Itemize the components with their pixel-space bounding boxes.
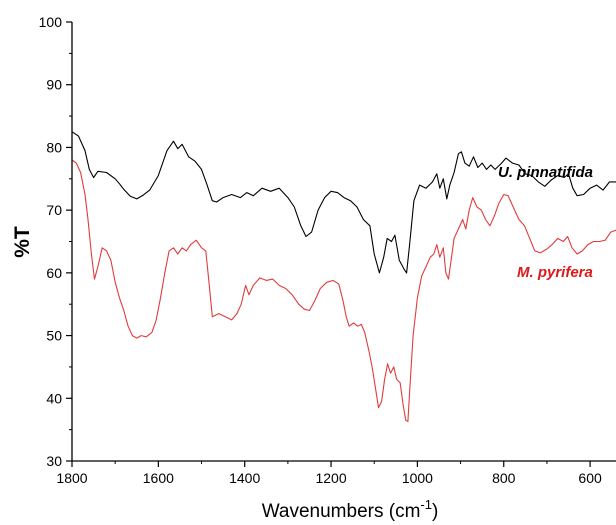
y-tick-label: 30 bbox=[46, 453, 62, 469]
x-axis-label-superscript: -1 bbox=[420, 497, 432, 512]
x-axis-label-close: ) bbox=[432, 501, 438, 522]
y-tick-label: 80 bbox=[46, 139, 62, 155]
x-tick-label: 1600 bbox=[143, 470, 174, 486]
x-axis-label-main: Wavenumbers (cm bbox=[262, 501, 421, 522]
y-tick-label: 50 bbox=[46, 328, 62, 344]
y-tick-label: 40 bbox=[46, 390, 62, 406]
x-tick-label: 1800 bbox=[56, 470, 87, 486]
y-tick-label: 100 bbox=[39, 14, 63, 30]
y-axis-label: %T bbox=[11, 226, 34, 258]
legend-label-u-pinnatifida: U. pinnatifida bbox=[498, 164, 593, 181]
x-tick-group: 1800 1600 1400 1200 1000 800 600 bbox=[56, 461, 602, 486]
axes bbox=[71, 22, 616, 462]
x-tick-label: 1200 bbox=[315, 470, 346, 486]
y-tick-label: 70 bbox=[46, 202, 62, 218]
x-tick-label: 800 bbox=[492, 470, 516, 486]
series-lines bbox=[71, 131, 616, 423]
y-tick-group: 30 40 50 60 70 80 90 100 bbox=[39, 14, 72, 469]
series-line-0 bbox=[71, 131, 616, 274]
x-tick-label: 1400 bbox=[229, 470, 260, 486]
x-tick-label: 600 bbox=[578, 470, 602, 486]
series-line-1 bbox=[71, 159, 616, 423]
y-tick-label: 60 bbox=[46, 265, 62, 281]
legend-label-m-pyrifera: M. pyrifera bbox=[517, 264, 593, 281]
x-axis-label: Wavenumbers (cm-1) bbox=[262, 497, 439, 522]
y-tick-label: 90 bbox=[46, 77, 62, 93]
x-tick-label: 1000 bbox=[402, 470, 433, 486]
